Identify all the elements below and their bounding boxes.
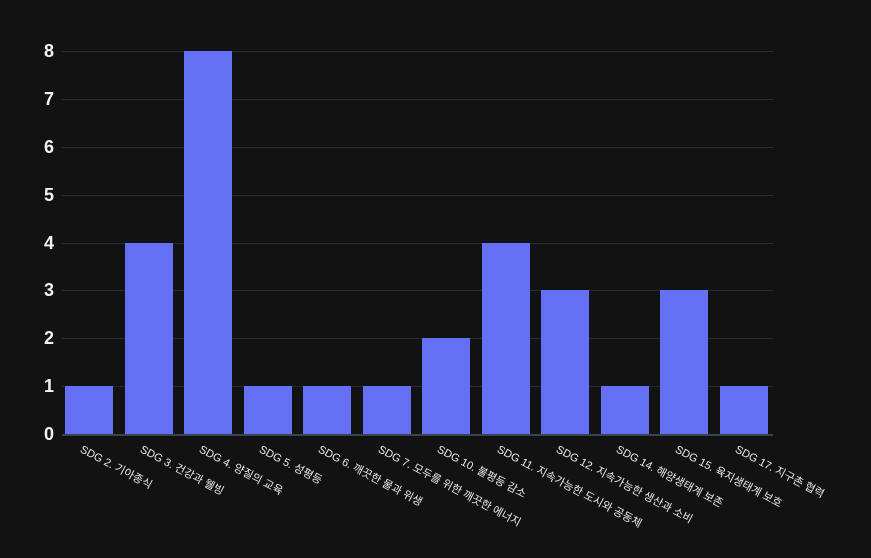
bar-12 bbox=[720, 386, 768, 434]
x-axis-tick-label: SDG 6. 깨끗한 물과 위생 bbox=[315, 443, 425, 509]
gridline-y-2 bbox=[62, 338, 773, 339]
x-axis-line bbox=[62, 434, 773, 436]
gridline-y-7 bbox=[62, 99, 773, 100]
bar-7 bbox=[422, 338, 470, 434]
y-axis-tick-label: 1 bbox=[43, 376, 54, 396]
y-axis-tick-label: 0 bbox=[43, 424, 54, 444]
y-axis-tick-label: 6 bbox=[43, 137, 54, 157]
gridline-y-1 bbox=[62, 386, 773, 387]
bar-2 bbox=[125, 243, 173, 434]
y-axis-tick-label: 7 bbox=[43, 89, 54, 109]
y-axis-tick-label: 2 bbox=[43, 328, 54, 348]
gridline-y-6 bbox=[62, 147, 773, 148]
y-axis-tick-label: 8 bbox=[43, 41, 54, 61]
gridline-y-3 bbox=[62, 290, 773, 291]
y-axis-tick-label: 5 bbox=[43, 185, 54, 205]
bar-3 bbox=[184, 51, 232, 434]
gridline-y-5 bbox=[62, 195, 773, 196]
y-axis-tick-label: 4 bbox=[43, 233, 54, 253]
bar-1 bbox=[65, 386, 113, 434]
bar-5 bbox=[303, 386, 351, 434]
bar-9 bbox=[541, 290, 589, 434]
y-axis-tick-label: 3 bbox=[43, 280, 54, 300]
bar-4 bbox=[244, 386, 292, 434]
bar-11 bbox=[660, 290, 708, 434]
x-axis-tick-label: SDG 15. 육지생태계 보호 bbox=[672, 443, 784, 511]
bar-10 bbox=[601, 386, 649, 434]
gridline-y-4 bbox=[62, 243, 773, 244]
bar-8 bbox=[482, 243, 530, 434]
gridline-y-8 bbox=[62, 51, 773, 52]
bar-6 bbox=[363, 386, 411, 434]
